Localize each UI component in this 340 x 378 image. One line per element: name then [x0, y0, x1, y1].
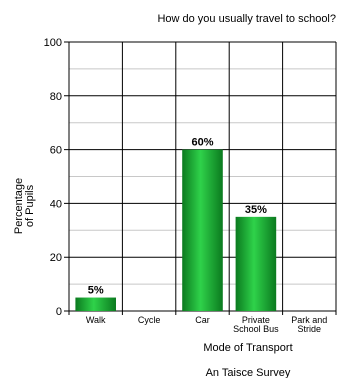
data-label: 60% [191, 137, 213, 149]
x-tick-label: Park and [291, 315, 327, 325]
y-tick-label: 60 [50, 145, 62, 157]
survey-source: An Taisce Survey [206, 367, 291, 378]
y-axis-label-line: Percentage [13, 178, 25, 234]
data-label: 5% [88, 285, 104, 297]
x-tick-label: Walk [86, 315, 106, 325]
bars: 5% 60% 35% [75, 137, 277, 311]
y-axis-label-line: of Pupils [24, 184, 36, 227]
x-tick-label: Stride [298, 324, 322, 334]
chart-title: How do you usually travel to school? [157, 13, 336, 25]
y-tick-label: 40 [50, 198, 62, 210]
data-label: 35% [245, 204, 267, 216]
x-axis-label: Mode of Transport [203, 342, 292, 354]
x-tick-label: Cycle [138, 315, 161, 325]
x-tick-label: Car [195, 315, 210, 325]
x-tick-label: School Bus [233, 324, 279, 334]
x-tick-label: Private [242, 315, 270, 325]
y-tick-label: 0 [56, 306, 62, 318]
bar [75, 297, 116, 311]
y-tick-label: 80 [50, 91, 62, 103]
y-tick-label: 100 [44, 37, 62, 49]
bar [182, 149, 223, 311]
bar [235, 216, 277, 311]
y-axis-label: Percentage of Pupils [13, 178, 36, 234]
y-tick-label: 20 [50, 252, 62, 264]
